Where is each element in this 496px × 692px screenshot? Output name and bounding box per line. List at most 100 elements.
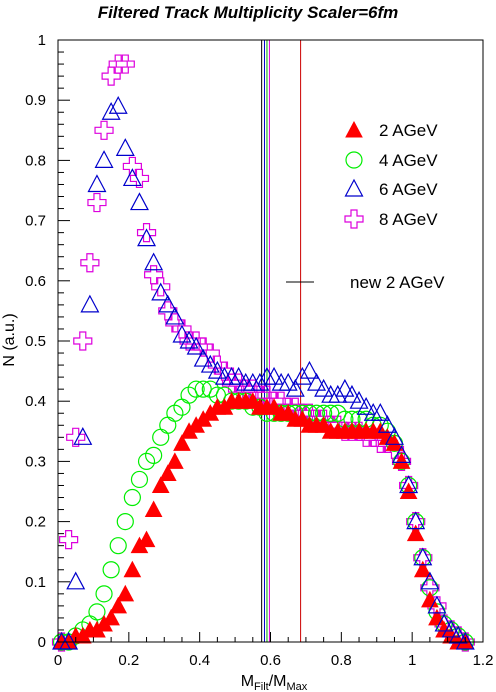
legend-label: 2 AGeV bbox=[379, 121, 438, 140]
data-point bbox=[116, 512, 134, 531]
data-point bbox=[441, 619, 461, 638]
data-point bbox=[420, 571, 440, 590]
data-point bbox=[59, 530, 79, 550]
data-point bbox=[109, 537, 127, 555]
data-point bbox=[94, 150, 114, 168]
data-point bbox=[370, 402, 390, 421]
y-tick-label: 0 bbox=[38, 634, 46, 651]
data-point bbox=[87, 192, 107, 213]
data-point bbox=[187, 380, 205, 398]
data-point bbox=[129, 168, 150, 189]
legend-label: new 2 AGeV bbox=[350, 273, 445, 292]
data-point bbox=[328, 384, 348, 403]
data-point bbox=[108, 95, 128, 114]
data-point bbox=[180, 386, 198, 404]
y-tick-labels: 0 0.1 0.2 0.3 0.4 0.5 0.6 0.7 0.8 0.9 1 bbox=[25, 32, 46, 651]
data-point bbox=[166, 404, 184, 422]
data-point bbox=[292, 366, 312, 385]
x-tick-label: 0 bbox=[54, 652, 62, 669]
data-point bbox=[73, 331, 93, 351]
data-point bbox=[342, 384, 362, 403]
data-point bbox=[144, 500, 163, 518]
data-point bbox=[335, 378, 355, 397]
data-point bbox=[455, 631, 475, 650]
data-point bbox=[406, 524, 425, 542]
y-tick-label: 0.1 bbox=[25, 574, 46, 591]
chart-title: Filtered Track Multiplicity Scaler=6fm bbox=[98, 3, 399, 22]
data-point bbox=[123, 488, 141, 507]
data-point bbox=[229, 366, 249, 385]
data-point bbox=[145, 446, 163, 464]
data-point bbox=[101, 101, 121, 120]
series-2-agev bbox=[52, 392, 475, 650]
data-point bbox=[172, 324, 192, 343]
data-point bbox=[194, 380, 212, 398]
data-point bbox=[115, 54, 135, 74]
y-tick-label: 0.2 bbox=[25, 514, 46, 531]
legend-marker bbox=[345, 120, 363, 138]
x-tick-label: 0.2 bbox=[118, 652, 139, 669]
data-point bbox=[193, 348, 213, 367]
data-point bbox=[122, 168, 142, 187]
x-axis-label: MFilt/MMax bbox=[241, 673, 308, 692]
legend-marker bbox=[344, 178, 364, 197]
data-point bbox=[123, 560, 142, 578]
data-point bbox=[80, 294, 100, 313]
y-tick-label: 0.3 bbox=[25, 453, 46, 470]
y-tick-label: 0.9 bbox=[25, 92, 46, 109]
data-point bbox=[201, 380, 219, 398]
data-point bbox=[137, 228, 157, 247]
data-point bbox=[278, 372, 298, 391]
y-axis-label: N (a.u.) bbox=[1, 313, 18, 366]
data-point bbox=[137, 530, 156, 548]
data-point bbox=[406, 511, 426, 530]
data-point bbox=[413, 547, 433, 566]
data-point bbox=[73, 427, 93, 445]
series-6-agev bbox=[52, 95, 475, 650]
legend-marker bbox=[344, 209, 364, 229]
data-point bbox=[349, 390, 369, 409]
data-point bbox=[158, 301, 178, 321]
data-point bbox=[108, 54, 128, 74]
y-tick-label: 1 bbox=[38, 32, 46, 49]
vertical-lines bbox=[261, 40, 302, 642]
data-point bbox=[158, 294, 178, 313]
y-tick-label: 0.5 bbox=[25, 333, 46, 350]
data-point bbox=[94, 120, 114, 140]
x-axis-label-sub-filt: Filt bbox=[254, 681, 269, 692]
data-point bbox=[137, 452, 156, 470]
data-point bbox=[95, 585, 113, 603]
data-point bbox=[179, 331, 199, 351]
data-point bbox=[165, 313, 185, 333]
data-point bbox=[130, 470, 149, 489]
data-point bbox=[384, 427, 404, 445]
legend: 2 AGeV 4 AGeV 6 AGeV 8 AGeV new 2 AGeV bbox=[286, 120, 445, 292]
data-point bbox=[207, 360, 227, 379]
x-axis-label-slash: /M bbox=[269, 673, 287, 690]
data-point bbox=[166, 452, 184, 469]
data-point bbox=[129, 192, 149, 211]
data-point bbox=[66, 571, 86, 590]
y-tick-label: 0.4 bbox=[25, 393, 46, 410]
data-point bbox=[59, 631, 79, 650]
x-tick-label: 0.8 bbox=[331, 652, 352, 669]
data-point bbox=[377, 415, 397, 433]
data-point bbox=[399, 475, 419, 494]
data-point bbox=[399, 482, 418, 499]
data-point bbox=[165, 306, 185, 325]
data-point bbox=[307, 372, 327, 391]
data-point bbox=[173, 398, 191, 416]
legend-label: 4 AGeV bbox=[379, 151, 438, 170]
data-point bbox=[102, 561, 120, 579]
y-tick-label: 0.6 bbox=[25, 273, 46, 290]
data-point bbox=[109, 596, 128, 614]
legend-label: 6 AGeV bbox=[379, 180, 438, 199]
data-point bbox=[144, 252, 164, 271]
data-point bbox=[151, 282, 171, 301]
data-point bbox=[264, 366, 284, 385]
x-axis-label-sub-max: Max bbox=[287, 681, 308, 692]
data-point bbox=[392, 452, 411, 469]
data-point bbox=[151, 277, 171, 297]
data-point bbox=[385, 434, 404, 451]
